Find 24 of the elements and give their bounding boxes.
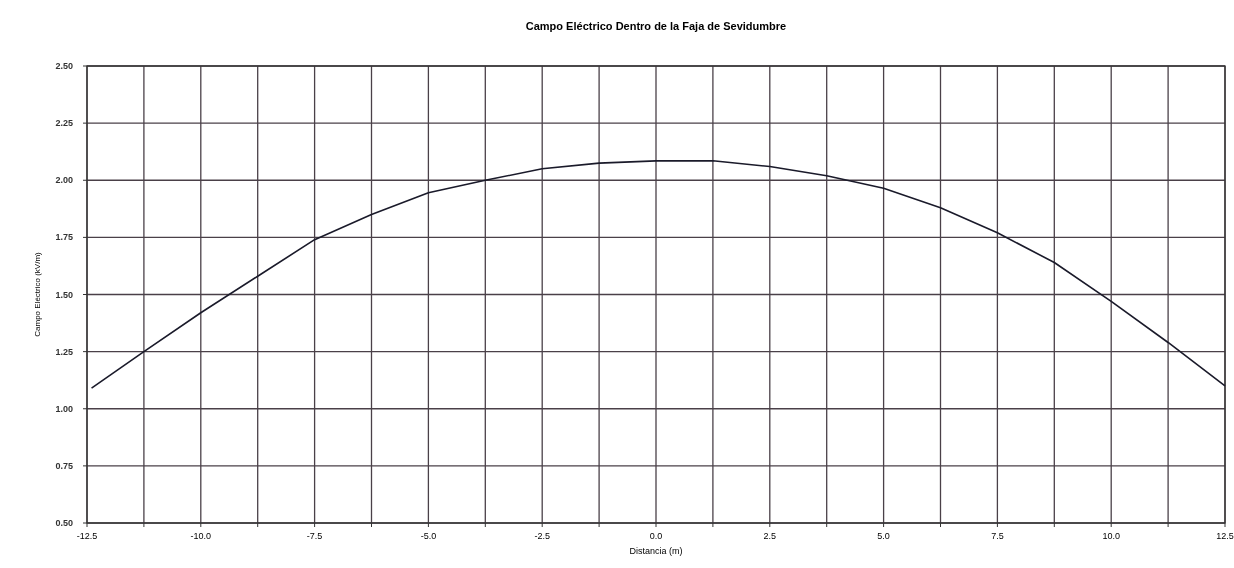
x-tick-label: -7.5 xyxy=(306,531,323,541)
y-tick-label: 0.75 xyxy=(55,460,73,471)
x-tick-label: 2.5 xyxy=(763,531,777,541)
y-tick-label: 1.50 xyxy=(55,289,73,300)
y-tick-label: 1.25 xyxy=(55,346,73,357)
x-axis-title: Distancia (m) xyxy=(629,546,683,556)
y-tick-label: 0.50 xyxy=(55,518,73,528)
x-tick-label: 12.5 xyxy=(1216,531,1234,541)
y-tick-label: 1.00 xyxy=(55,403,73,414)
x-tick-label: -12.5 xyxy=(76,531,98,541)
y-tick-label: 2.50 xyxy=(55,61,73,71)
y-tick-label: 2.25 xyxy=(55,118,73,129)
y-tick-label: 1.75 xyxy=(55,232,73,243)
x-tick-label: -10.0 xyxy=(190,531,212,541)
x-tick-label: -2.5 xyxy=(534,531,550,541)
x-tick-label: 0.0 xyxy=(649,531,663,541)
y-axis-title: Campo Eléctrico (kV/m) xyxy=(33,251,42,337)
x-tick-label: -5.0 xyxy=(420,531,437,541)
x-tick-label: 10.0 xyxy=(1102,531,1120,541)
line-series xyxy=(90,160,1226,389)
x-tick-label: 5.0 xyxy=(877,531,890,541)
y-tick-label: 2.00 xyxy=(55,175,73,186)
x-tick-label: 7.5 xyxy=(991,531,1004,541)
chart-title: Campo Eléctrico Dentro de la Faja de Sevidumbre xyxy=(525,20,787,32)
